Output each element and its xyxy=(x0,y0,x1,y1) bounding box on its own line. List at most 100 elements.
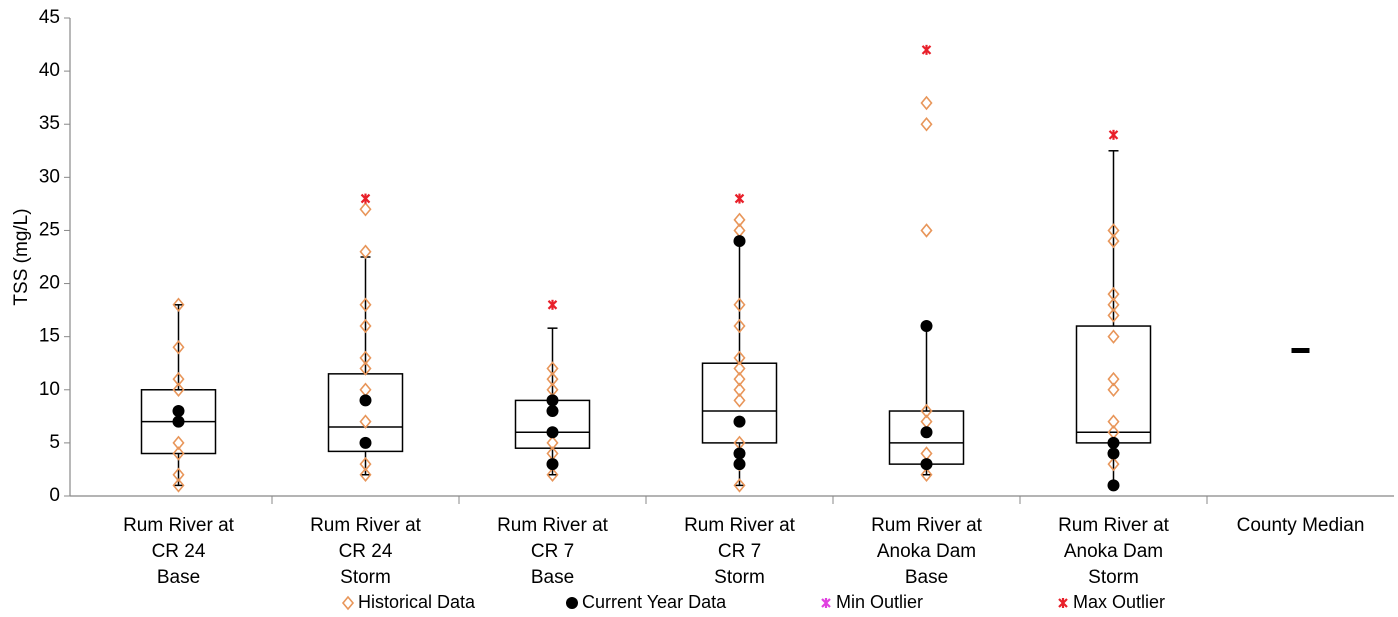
x-tick-label: CR 24 xyxy=(152,541,206,562)
data-point xyxy=(359,201,372,217)
x-tick-label: Base xyxy=(531,567,574,588)
data-point xyxy=(920,467,933,483)
x-tick-label: Rum River at xyxy=(310,515,422,536)
data-point xyxy=(172,382,185,398)
data-point xyxy=(920,403,933,419)
data-point xyxy=(359,318,372,334)
data-point xyxy=(1107,371,1120,387)
data-point xyxy=(546,394,559,407)
data-point xyxy=(1107,308,1120,323)
legend-label: Historical Data xyxy=(358,592,476,612)
data-point xyxy=(1107,382,1120,398)
data-point xyxy=(733,361,746,376)
data-point xyxy=(1107,456,1120,472)
data-point xyxy=(172,415,185,428)
data-point xyxy=(1107,233,1120,249)
data-point xyxy=(547,299,558,310)
data-point xyxy=(172,340,185,355)
data-point xyxy=(359,244,372,259)
data-point xyxy=(733,212,746,228)
data-point xyxy=(733,393,746,408)
data-point xyxy=(359,350,372,366)
data-point xyxy=(546,458,559,471)
y-tick-label: 40 xyxy=(39,60,60,81)
x-tick-label: Anoka Dam xyxy=(1064,541,1163,562)
data-point xyxy=(1107,223,1120,238)
data-point xyxy=(546,467,559,483)
data-point xyxy=(920,116,933,132)
x-tick-label: Anoka Dam xyxy=(877,541,976,562)
y-tick-label: 35 xyxy=(39,113,60,134)
data-point xyxy=(172,446,185,461)
data-point xyxy=(1107,447,1120,460)
data-point xyxy=(360,193,371,204)
data-point xyxy=(734,193,745,204)
data-point xyxy=(546,361,559,376)
x-tick-label: Base xyxy=(157,567,200,588)
data-point xyxy=(1107,329,1120,344)
data-point xyxy=(172,297,185,313)
data-point xyxy=(1107,479,1120,492)
legend-marker xyxy=(1058,598,1068,608)
data-point xyxy=(172,405,185,418)
y-tick-label: 25 xyxy=(39,219,60,240)
x-tick-label: Rum River at xyxy=(871,515,983,536)
data-point xyxy=(920,320,933,333)
x-tick-label: Rum River at xyxy=(1058,515,1170,536)
x-tick-label: CR 7 xyxy=(531,541,574,562)
data-point xyxy=(920,95,933,111)
data-point xyxy=(1107,297,1120,313)
data-point xyxy=(733,297,746,313)
data-point xyxy=(921,44,932,55)
x-tick-label: Rum River at xyxy=(123,515,235,536)
data-point xyxy=(733,318,746,334)
data-point xyxy=(359,456,372,472)
y-tick-label: 5 xyxy=(49,432,60,453)
data-point xyxy=(359,394,372,407)
data-point xyxy=(1108,129,1119,140)
data-point xyxy=(733,382,746,398)
data-point xyxy=(733,235,746,248)
data-point xyxy=(546,435,559,451)
x-tick-label: Storm xyxy=(340,567,391,588)
y-axis-label: TSS (mg/L) xyxy=(11,208,32,305)
data-point xyxy=(546,371,559,387)
legend-marker xyxy=(821,598,831,608)
data-point xyxy=(733,415,746,428)
data-point xyxy=(172,478,185,493)
x-tick-label: Base xyxy=(905,567,948,588)
legend-label: Current Year Data xyxy=(582,592,727,612)
x-tick-label: CR 24 xyxy=(339,541,393,562)
legend-label: Max Outlier xyxy=(1073,592,1165,612)
legend-marker xyxy=(341,595,355,611)
data-point xyxy=(1107,286,1120,302)
y-tick-label: 10 xyxy=(39,379,60,400)
data-point xyxy=(1107,414,1120,429)
x-tick-label: Rum River at xyxy=(684,515,796,536)
data-point xyxy=(733,447,746,460)
data-point xyxy=(920,426,933,439)
data-point xyxy=(359,467,372,483)
data-point xyxy=(546,405,559,418)
y-tick-label: 15 xyxy=(39,326,60,347)
data-point xyxy=(359,436,372,449)
data-point xyxy=(546,426,559,439)
data-point xyxy=(359,297,372,313)
x-tick-label: Storm xyxy=(1088,567,1139,588)
data-point xyxy=(920,458,933,471)
legend-marker xyxy=(566,597,578,609)
y-tick-label: 20 xyxy=(39,273,60,294)
data-point xyxy=(733,478,746,493)
data-point xyxy=(172,371,185,387)
x-tick-label: County Median xyxy=(1237,515,1365,536)
y-tick-label: 30 xyxy=(39,166,60,187)
data-point xyxy=(172,435,185,451)
x-tick-label: Rum River at xyxy=(497,515,609,536)
y-tick-label: 0 xyxy=(49,485,60,506)
x-tick-label: CR 7 xyxy=(718,541,761,562)
data-point xyxy=(359,414,372,429)
data-point xyxy=(172,467,185,483)
y-tick-label: 45 xyxy=(39,7,60,28)
data-point xyxy=(359,361,372,376)
